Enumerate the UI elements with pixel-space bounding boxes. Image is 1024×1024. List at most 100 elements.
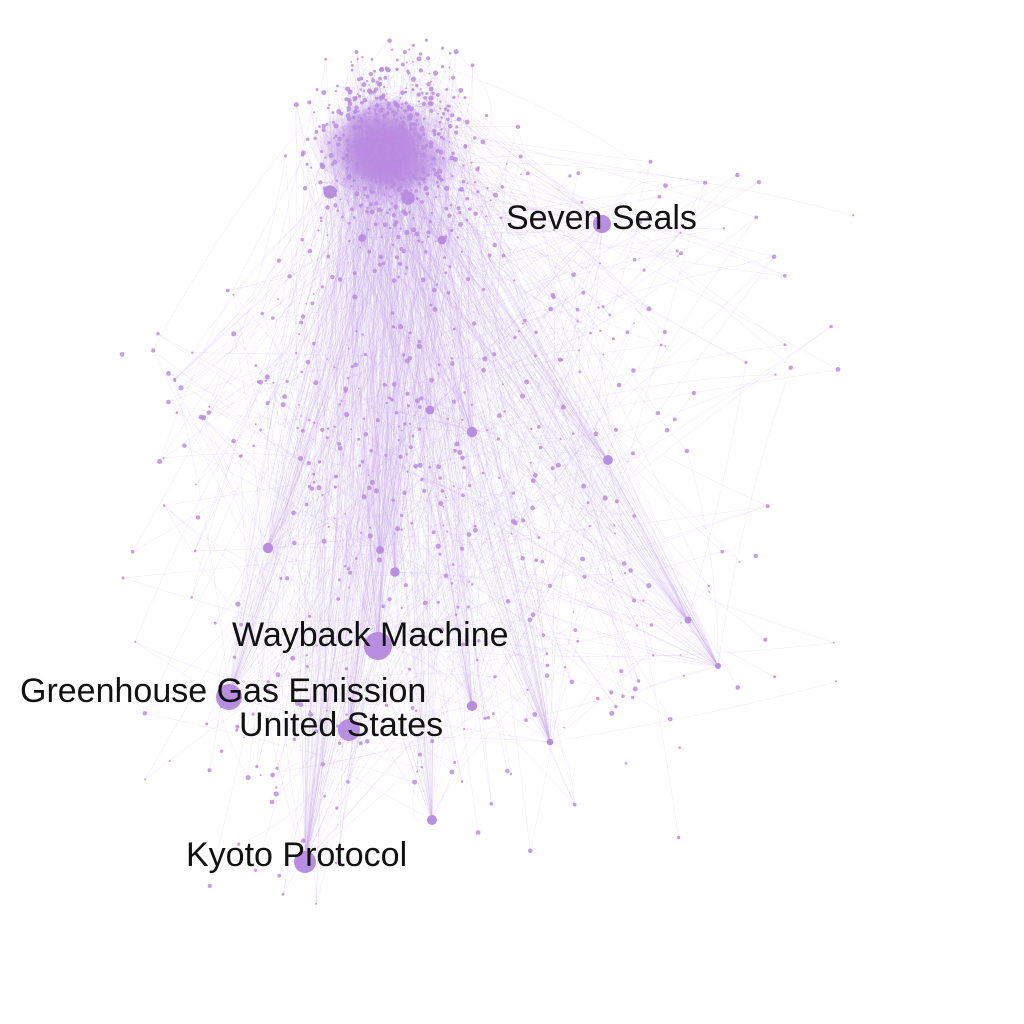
edge <box>394 136 524 521</box>
edge <box>314 138 689 621</box>
edge <box>122 537 540 579</box>
graph-node <box>368 84 370 86</box>
edge <box>394 164 432 573</box>
graph-node <box>460 455 465 461</box>
graph-node <box>544 673 550 678</box>
graph-node <box>296 426 299 430</box>
graph-node <box>394 111 398 115</box>
graph-node <box>533 473 538 478</box>
edge <box>431 182 476 821</box>
graph-node <box>298 404 300 406</box>
graph-node <box>422 488 427 493</box>
graph-node <box>400 103 404 106</box>
edge <box>282 280 395 405</box>
edge <box>407 202 428 709</box>
graph-node <box>447 104 451 108</box>
hub-node-seven-seals[interactable] <box>593 215 611 233</box>
edge <box>304 257 398 863</box>
graph-node <box>362 632 366 635</box>
edge <box>354 141 689 621</box>
edge <box>339 108 360 146</box>
edge <box>341 216 719 667</box>
edge <box>180 237 363 389</box>
edge <box>443 114 532 430</box>
graph-node <box>426 81 431 87</box>
edge <box>392 313 464 645</box>
edge <box>401 178 609 461</box>
edge <box>400 156 473 707</box>
edge <box>304 141 398 863</box>
graph-node <box>368 127 373 132</box>
edge <box>376 162 603 225</box>
graph-node <box>252 444 256 448</box>
graph-node <box>378 254 384 260</box>
graph-node <box>421 101 426 107</box>
graph-node <box>370 58 374 61</box>
edge <box>228 673 496 698</box>
graph-node <box>271 316 275 320</box>
edge <box>296 104 473 707</box>
graph-node <box>369 202 373 207</box>
edge <box>401 126 431 411</box>
edge <box>687 362 747 621</box>
edge <box>439 477 551 743</box>
edge <box>467 182 785 276</box>
graph-node <box>402 132 406 136</box>
graph-node <box>517 330 521 333</box>
edge <box>228 157 453 698</box>
hub-node-wayback-machine[interactable] <box>364 632 392 660</box>
edge <box>383 95 636 690</box>
edge <box>298 124 416 405</box>
graph-node <box>421 152 426 158</box>
edge <box>228 180 381 698</box>
graph-node <box>409 126 413 130</box>
graph-node <box>446 417 450 420</box>
graph-node <box>457 449 463 456</box>
graph-node <box>358 119 361 123</box>
graph-node <box>376 115 379 117</box>
edge <box>363 198 418 634</box>
graph-node <box>684 448 690 454</box>
graph-node <box>333 637 335 640</box>
graph-node <box>350 428 353 431</box>
edge <box>389 227 679 257</box>
hub-node-united-states[interactable] <box>338 719 360 741</box>
edge <box>304 195 344 863</box>
edge <box>313 474 473 707</box>
edge <box>304 725 317 863</box>
edge <box>525 309 578 721</box>
hub-node-greenhouse-gas-emission[interactable] <box>216 684 242 710</box>
edge <box>382 223 603 607</box>
edge <box>315 97 401 383</box>
edge <box>228 153 377 698</box>
edge <box>401 126 526 321</box>
edge <box>361 104 400 230</box>
edge <box>348 395 523 731</box>
edge <box>228 155 347 698</box>
graph-node <box>315 87 319 91</box>
edge <box>302 159 456 431</box>
graph-node <box>468 207 472 211</box>
graph-node <box>275 766 279 770</box>
graph-node <box>412 147 417 152</box>
edge <box>581 202 791 368</box>
edge <box>374 109 431 411</box>
graph-node <box>448 141 451 143</box>
graph-node <box>317 229 320 232</box>
graph-node <box>344 153 349 157</box>
graph-node <box>471 321 477 326</box>
edge <box>430 146 609 461</box>
edge <box>607 453 641 461</box>
hub-node-kyoto-protocol[interactable] <box>294 851 316 873</box>
edge <box>463 279 469 730</box>
graph-node <box>361 494 367 500</box>
graph-node <box>511 491 515 495</box>
graph-node <box>231 331 237 337</box>
graph-node <box>545 652 549 656</box>
edge <box>191 207 328 598</box>
edge <box>309 332 411 712</box>
graph-node <box>405 453 409 456</box>
graph-node <box>428 144 434 149</box>
edge <box>267 475 369 682</box>
edge <box>390 164 408 455</box>
